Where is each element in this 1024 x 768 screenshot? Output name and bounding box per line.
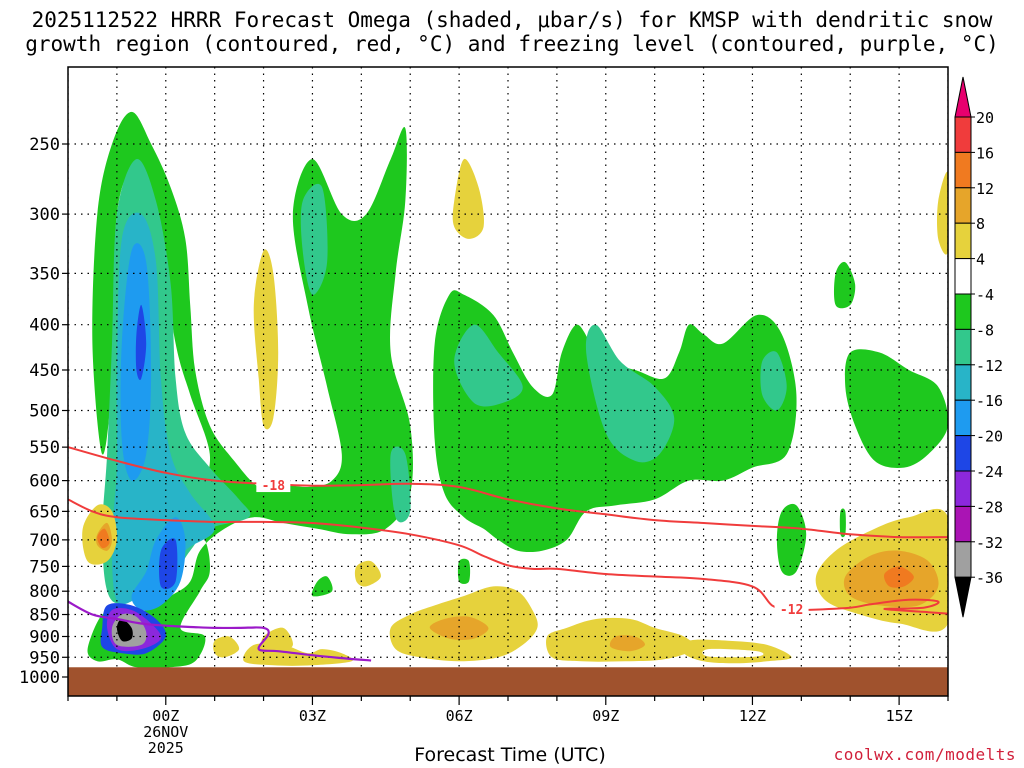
- colorbar-label-12: -32: [976, 534, 1003, 552]
- x-tick-sublabel-2025: 2025: [148, 739, 184, 757]
- x-tick-label-06Z: 06Z: [446, 707, 473, 725]
- omega-region-neg8-6: [457, 558, 471, 584]
- y-tick-label-500: 500: [29, 402, 60, 422]
- y-tick-label-450: 450: [29, 361, 60, 381]
- colorbar-label-8: -16: [976, 392, 1003, 410]
- colorbar-swatch-4: [954, 222, 972, 260]
- omega-region-4-23: [253, 249, 279, 430]
- colorbar-label-6: -8: [976, 321, 994, 339]
- x-axis-label: Forecast Time (UTC): [414, 744, 606, 766]
- colorbar-swatch-8: [954, 364, 972, 401]
- colorbar-swatch-13: [954, 541, 972, 578]
- y-tick-label-800: 800: [29, 582, 60, 602]
- colorbar-swatch-11: [954, 470, 972, 507]
- omega-region-neg8-5: [844, 349, 948, 469]
- y-tick-label-550: 550: [29, 438, 60, 458]
- colorbar-label-11: -28: [976, 498, 1003, 516]
- dgz-label-bg-1: [774, 602, 809, 617]
- colorbar-swatch-5: [954, 258, 972, 295]
- omega-region-12-40: [883, 566, 914, 588]
- y-tick-label-250: 250: [29, 135, 60, 155]
- omega-region-12-39: [97, 528, 110, 549]
- y-tick-label-350: 350: [29, 264, 60, 284]
- colorbar-swatch-10: [954, 435, 972, 472]
- omega-region-neg8-0: [87, 111, 413, 669]
- colorbar-swatch-1: [954, 116, 972, 153]
- dgz-contour-1: [68, 498, 948, 615]
- dgz-contour-0: [68, 446, 948, 539]
- colorbar-label-5: -4: [976, 286, 994, 304]
- y-tick-label-750: 750: [29, 557, 60, 577]
- ground-surface: [68, 667, 948, 696]
- y-tick-label-850: 850: [29, 606, 60, 626]
- omega-region-neg12-9: [300, 183, 328, 295]
- colorbar-swatch-3: [954, 187, 972, 224]
- colorbar-label-3: 8: [976, 215, 985, 233]
- dgz-label-bg-0: [256, 478, 291, 493]
- y-tick-label-600: 600: [29, 472, 60, 492]
- colorbar-label-13: -36: [976, 569, 1003, 587]
- colorbar-label-1: 16: [976, 144, 994, 162]
- omega-region-4-24: [452, 158, 485, 239]
- colorbar-swatch-12: [954, 505, 972, 543]
- x-tick-label-15Z: 15Z: [886, 707, 913, 725]
- colorbar-swatch-2: [954, 151, 972, 189]
- colorbar-label-4: 4: [976, 251, 985, 269]
- omega-region-4-29: [354, 560, 381, 587]
- omega-region-neg24-17: [135, 304, 147, 381]
- dgz-contour-label-1: -12: [780, 603, 803, 618]
- y-tick-label-950: 950: [29, 648, 60, 668]
- omega-region-neg12-11: [454, 324, 523, 407]
- omega-region-neg24-18: [159, 538, 178, 590]
- omega-region-8-36: [429, 616, 489, 640]
- x-tick-label-03Z: 03Z: [299, 707, 326, 725]
- colorbar-label-7: -12: [976, 357, 1003, 375]
- y-tick-label-400: 400: [29, 316, 60, 336]
- omega-region-neg36-22: [116, 619, 133, 642]
- y-tick-label-700: 700: [29, 531, 60, 551]
- freezing-level-contour: [68, 600, 372, 662]
- credit-text: coolwx.com/modelts: [833, 745, 1016, 764]
- colorbar-bottom-arrow: [954, 576, 972, 618]
- omega-region-4-34: [937, 171, 948, 255]
- omega-region-4-26: [213, 636, 240, 658]
- omega-region-neg8-1: [311, 576, 333, 597]
- y-tick-label-900: 900: [29, 627, 60, 647]
- colorbar-label-9: -20: [976, 428, 1003, 446]
- omega-region-neg8-4: [834, 261, 856, 309]
- dgz-contour-label-0: -18: [262, 479, 286, 494]
- colorbar-swatch-6: [954, 293, 972, 330]
- colorbar-label-10: -24: [976, 463, 1003, 481]
- omega-region-neg12-13: [760, 351, 787, 411]
- x-tick-label-00Z: 00Z: [152, 707, 179, 725]
- omega-region-neg12-12: [585, 324, 675, 463]
- omega-region-neg8-7: [839, 508, 846, 538]
- x-tick-label-12Z: 12Z: [739, 707, 766, 725]
- omega-region-neg8-3: [776, 503, 807, 576]
- y-tick-label-1000: 1000: [19, 668, 60, 688]
- colorbar-swatch-7: [954, 328, 972, 366]
- x-tick-sublabel-26NOV: 26NOV: [143, 723, 188, 741]
- colorbar-top-arrow: [954, 76, 972, 118]
- chart-title-line-1: 2025112522 HRRR Forecast Omega (shaded, …: [31, 8, 993, 32]
- omega-gap-0: [702, 648, 764, 658]
- colorbar-label-2: 12: [976, 180, 994, 198]
- omega-region-neg20-15: [120, 243, 152, 481]
- x-tick-label-09Z: 09Z: [592, 707, 619, 725]
- chart-title-line-2: growth region (contoured, red, °C) and f…: [25, 32, 999, 56]
- omega-region-8-37: [609, 635, 645, 652]
- colorbar-label-0: 20: [976, 109, 994, 127]
- y-tick-label-300: 300: [29, 205, 60, 225]
- y-tick-label-650: 650: [29, 502, 60, 522]
- colorbar-swatch-9: [954, 399, 972, 437]
